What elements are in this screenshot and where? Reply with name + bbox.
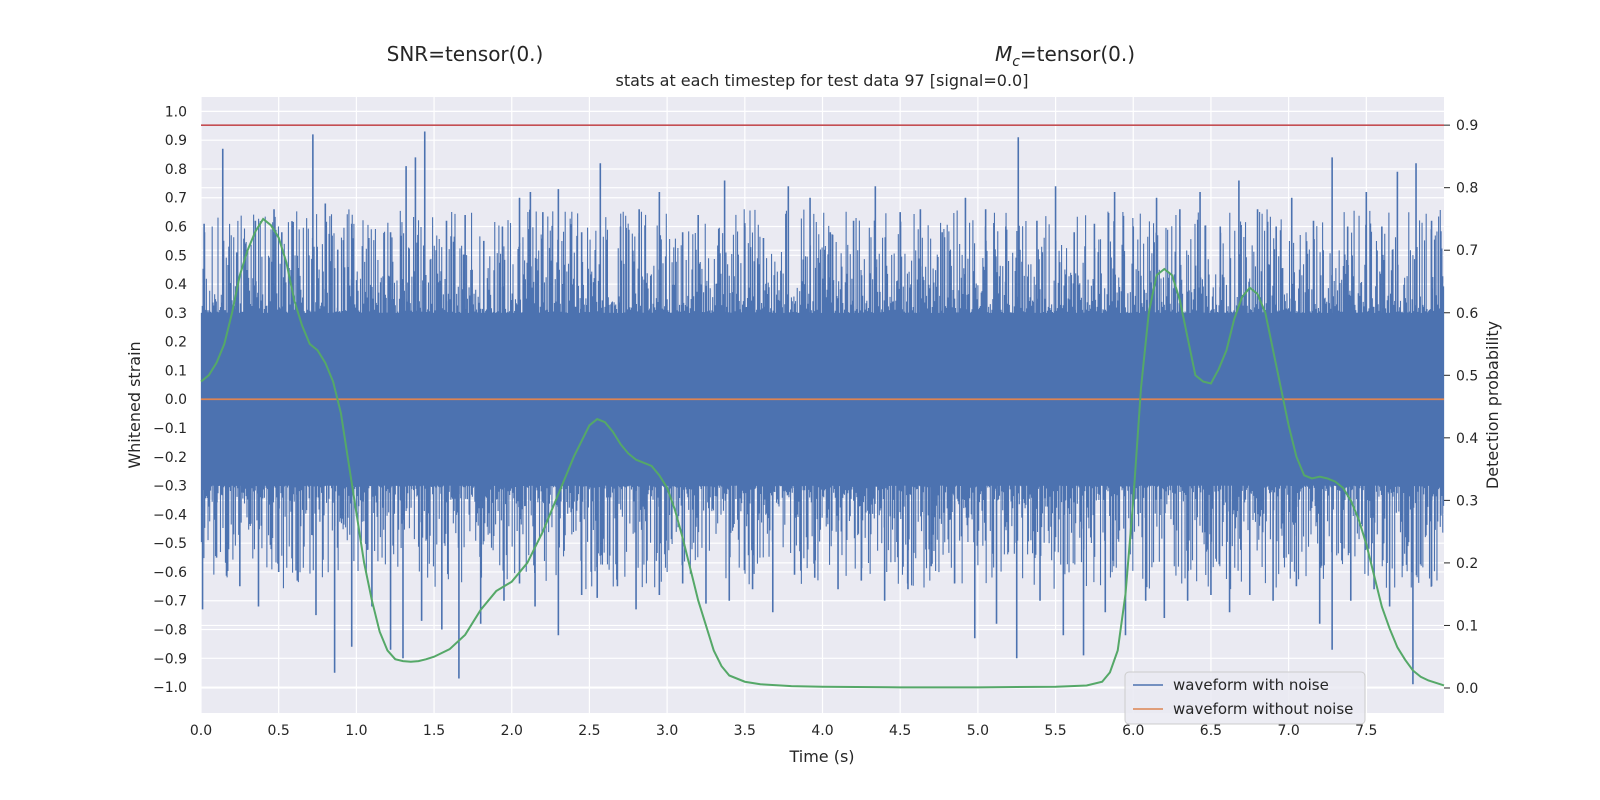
x-tick-label: 6.5 <box>1200 723 1222 739</box>
x-tick-label: 4.0 <box>811 723 833 739</box>
x-tick-label: 0.0 <box>190 723 212 739</box>
legend-box <box>1124 671 1366 725</box>
y-tick-label: 0.9 <box>165 133 187 149</box>
y-axis-label: Whitened strain <box>125 341 144 468</box>
y-tick-label: 0.3 <box>165 306 187 322</box>
x-tick-label: 1.5 <box>423 723 445 739</box>
x-tick-label: 5.0 <box>967 723 989 739</box>
chirp-mass-title: Mc=tensor(0.) <box>995 42 1135 70</box>
y-tick-label: 0.0 <box>165 392 187 408</box>
y2-tick-label: 0.0 <box>1456 681 1478 697</box>
legend: waveform with noise waveform without noi… <box>1124 671 1366 725</box>
y2-tick-label: 0.9 <box>1456 118 1478 134</box>
x-tick-label: 3.5 <box>734 723 756 739</box>
y-tick-label: 1.0 <box>165 104 187 120</box>
y-tick-label: −0.5 <box>153 536 187 552</box>
x-tick-label: 3.0 <box>656 723 678 739</box>
y-tick-label: 0.5 <box>165 248 187 264</box>
x-tick-label: 1.0 <box>345 723 367 739</box>
y-tick-label: −0.9 <box>153 651 187 667</box>
x-tick-label: 4.5 <box>889 723 911 739</box>
y-tick-label: −0.4 <box>153 507 187 523</box>
noise-extreme-spikes <box>201 131 1433 685</box>
y-tick-label: 0.4 <box>165 277 187 293</box>
y-tick-label: −0.2 <box>153 450 187 466</box>
y-tick-label: −1.0 <box>153 680 187 696</box>
y-tick-label: −0.6 <box>153 565 187 581</box>
y2-tick-label: 0.1 <box>1456 618 1478 634</box>
legend-noise-label: waveform with noise <box>1173 676 1329 694</box>
y2-tick-label: 0.3 <box>1456 493 1478 509</box>
x-tick-label: 6.0 <box>1122 723 1144 739</box>
x-tick-label: 5.5 <box>1044 723 1066 739</box>
x-tick-label: 0.5 <box>268 723 290 739</box>
detection-probability-curve <box>200 217 1445 689</box>
y-tick-label: −0.3 <box>153 479 187 495</box>
y-tick-label: −0.7 <box>153 594 187 610</box>
snr-title: SNR=tensor(0.) <box>387 42 544 66</box>
y2-tick-label: 0.7 <box>1456 243 1478 259</box>
y-tick-label: −0.1 <box>153 421 187 437</box>
y-tick-label: 0.1 <box>165 363 187 379</box>
y2-tick-label: 0.5 <box>1456 368 1478 384</box>
x-tick-label: 2.5 <box>578 723 600 739</box>
y2-tick-label: 0.2 <box>1456 556 1478 572</box>
x-axis-label: Time (s) <box>788 747 854 766</box>
y2-tick-label: 0.6 <box>1456 306 1478 322</box>
y-tick-label: −0.8 <box>153 623 187 639</box>
y-axis-ticks: 1.0 0.9 0.8 0.7 0.6 0.5 0.4 0.3 0.2 0.1 0.0 −0.1 −0.… <box>153 104 187 696</box>
y-tick-label: 0.2 <box>165 335 187 351</box>
legend-clean-label: waveform without noise <box>1173 700 1353 718</box>
x-tick-label: 2.0 <box>501 723 523 739</box>
y2-axis-label: Detection probability <box>1483 321 1502 489</box>
probability-line <box>200 217 1445 689</box>
x-tick-label: 7.0 <box>1277 723 1299 739</box>
y2-tick-label: 0.8 <box>1456 181 1478 197</box>
y-tick-label: 0.7 <box>165 191 187 207</box>
x-tick-label: 7.5 <box>1355 723 1377 739</box>
x-axis-ticks: 0.0 0.5 1.0 1.5 2.0 2.5 3.0 3.5 4.0 4.5 5.0 5.5 6.0 6… <box>190 723 1378 739</box>
plot-title: stats at each timestep for test data 97 … <box>616 71 1029 90</box>
y2-tick-label: 0.4 <box>1456 431 1478 447</box>
y-tick-label: 0.8 <box>165 162 187 178</box>
y2-axis-ticks: 0.9 0.8 0.7 0.6 0.5 0.4 0.3 0.2 0.1 0.0 <box>1444 118 1478 697</box>
y-tick-label: 0.6 <box>165 220 187 236</box>
